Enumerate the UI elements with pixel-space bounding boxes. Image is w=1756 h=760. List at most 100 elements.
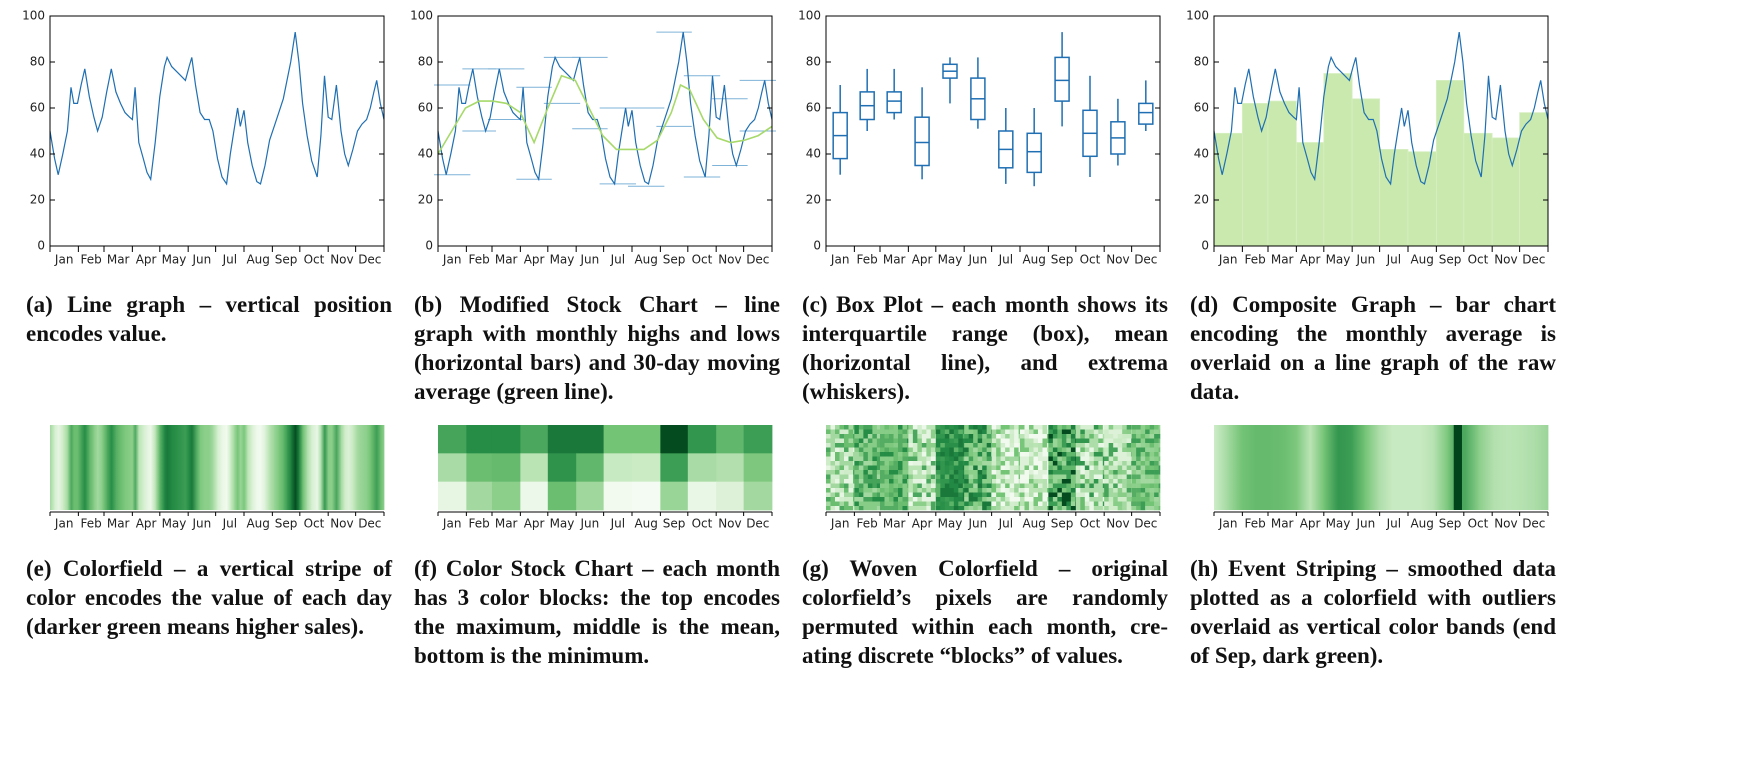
woven-cell bbox=[991, 479, 992, 484]
woven-cell bbox=[897, 479, 903, 484]
woven-cell bbox=[1131, 488, 1132, 493]
woven-cell bbox=[1000, 506, 1006, 511]
woven-cell bbox=[867, 452, 873, 457]
woven-cell bbox=[1018, 434, 1021, 439]
woven-cell bbox=[935, 497, 941, 502]
woven-cell bbox=[977, 497, 983, 502]
woven-cell bbox=[912, 483, 918, 489]
woven-cell bbox=[1158, 470, 1161, 475]
woven-cell bbox=[863, 429, 869, 435]
color-block bbox=[547, 481, 577, 511]
color-block bbox=[438, 453, 467, 483]
woven-cell bbox=[906, 425, 909, 430]
woven-cell bbox=[921, 456, 927, 462]
woven-cell bbox=[1009, 474, 1015, 480]
woven-cell bbox=[1000, 429, 1006, 435]
woven-cell bbox=[848, 492, 854, 498]
woven-cell bbox=[1033, 438, 1039, 444]
woven-cell bbox=[1102, 434, 1105, 439]
woven-cell bbox=[848, 425, 854, 430]
woven-cell bbox=[996, 447, 1001, 453]
woven-cell bbox=[1131, 429, 1137, 435]
woven-cell bbox=[872, 452, 878, 457]
woven-cell bbox=[1158, 492, 1161, 498]
y-tick-label: 20 bbox=[1194, 193, 1209, 207]
box bbox=[886, 91, 902, 114]
color-stripe bbox=[58, 425, 64, 510]
woven-cell bbox=[872, 497, 878, 502]
woven-cell bbox=[830, 483, 836, 489]
woven-cell bbox=[982, 452, 987, 457]
woven-cell bbox=[1102, 429, 1105, 435]
woven-cell bbox=[906, 461, 909, 466]
woven-cell bbox=[926, 470, 932, 475]
woven-cell bbox=[921, 488, 927, 493]
bar bbox=[1267, 100, 1297, 247]
woven-cell bbox=[962, 429, 965, 435]
woven-cell bbox=[1018, 492, 1021, 498]
woven-cell bbox=[1000, 461, 1006, 466]
woven-cell bbox=[1075, 456, 1081, 462]
woven-cell bbox=[1108, 438, 1114, 444]
woven-cell bbox=[1149, 438, 1155, 444]
woven-cell bbox=[935, 434, 937, 439]
woven-cell bbox=[902, 501, 908, 507]
woven-cell bbox=[1122, 465, 1127, 471]
color-stripe bbox=[81, 425, 86, 510]
woven-cell bbox=[908, 501, 914, 507]
woven-cell bbox=[835, 438, 840, 444]
woven-cell bbox=[906, 465, 909, 471]
woven-cell bbox=[879, 474, 885, 480]
woven-cell bbox=[1033, 425, 1039, 430]
woven-cell bbox=[991, 461, 997, 466]
x-tick-label: Jul bbox=[1386, 253, 1401, 267]
woven-cell bbox=[902, 465, 908, 471]
woven-cell bbox=[906, 492, 909, 498]
color-stripe bbox=[1282, 425, 1297, 510]
woven-cell bbox=[964, 506, 969, 511]
woven-cell bbox=[1093, 429, 1099, 435]
woven-cell bbox=[1098, 483, 1104, 489]
woven-cell bbox=[863, 425, 869, 430]
woven-cell bbox=[888, 492, 894, 498]
woven-cell bbox=[1149, 456, 1155, 462]
woven-cell bbox=[921, 434, 927, 439]
woven-cell bbox=[1057, 506, 1063, 511]
woven-cell bbox=[1126, 497, 1132, 502]
woven-cell bbox=[940, 452, 946, 457]
woven-cell bbox=[930, 434, 936, 439]
woven-cell bbox=[884, 447, 890, 453]
woven-cell bbox=[1057, 483, 1063, 489]
woven-cell bbox=[921, 461, 927, 466]
color-stripe bbox=[77, 425, 82, 510]
woven-cell bbox=[1042, 465, 1048, 471]
woven-cell bbox=[1033, 492, 1039, 498]
woven-cell bbox=[908, 443, 914, 448]
x-tick-label: Sep bbox=[663, 253, 686, 267]
woven-cell bbox=[1009, 434, 1015, 439]
woven-cell bbox=[1037, 425, 1043, 430]
woven-cell bbox=[858, 479, 864, 484]
woven-cell bbox=[991, 483, 992, 489]
color-stripe bbox=[265, 425, 271, 510]
woven-cell bbox=[1117, 461, 1123, 466]
woven-cell bbox=[1037, 465, 1043, 471]
color-stripe bbox=[1534, 425, 1549, 510]
woven-cell bbox=[926, 443, 932, 448]
woven-cell bbox=[912, 501, 918, 507]
woven-cell bbox=[876, 501, 881, 507]
woven-cell bbox=[996, 465, 1001, 471]
woven-cell bbox=[977, 470, 983, 475]
woven-cell bbox=[1122, 474, 1127, 480]
woven-cell bbox=[844, 488, 849, 493]
woven-cell bbox=[949, 474, 955, 480]
woven-cell bbox=[1104, 501, 1109, 507]
woven-cell bbox=[1061, 465, 1067, 471]
woven-cell bbox=[1093, 470, 1099, 475]
caption: (b) Modified Stock Chart – line graph wi… bbox=[414, 292, 780, 404]
woven-cell bbox=[921, 447, 927, 453]
woven-cell bbox=[1145, 438, 1150, 444]
woven-cell bbox=[1104, 479, 1109, 484]
woven-cell bbox=[1024, 483, 1030, 489]
woven-cell bbox=[996, 488, 1001, 493]
